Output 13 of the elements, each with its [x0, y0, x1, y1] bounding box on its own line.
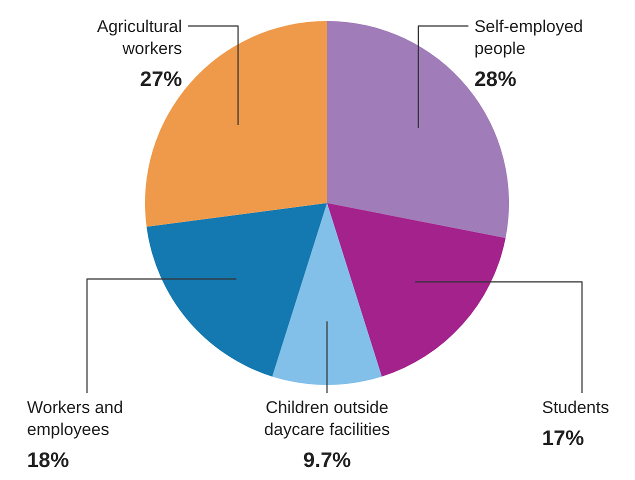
data-label: 18% [27, 449, 70, 472]
pie-slice [272, 203, 382, 385]
pie-slice [146, 203, 327, 377]
data-label: 27% [140, 68, 182, 91]
slice-label: Workers and employees [27, 398, 124, 439]
data-label: 17% [542, 427, 584, 450]
data-label: 9.7% [303, 449, 352, 472]
slice-label: Agricultural workers [97, 17, 182, 58]
slice-label: Students [542, 398, 610, 417]
data-label: 28% [474, 68, 517, 91]
slice-label: Self-employed people [474, 17, 584, 58]
pie-slice [327, 203, 506, 377]
slice-label: Children outside daycare facilities [264, 398, 390, 439]
